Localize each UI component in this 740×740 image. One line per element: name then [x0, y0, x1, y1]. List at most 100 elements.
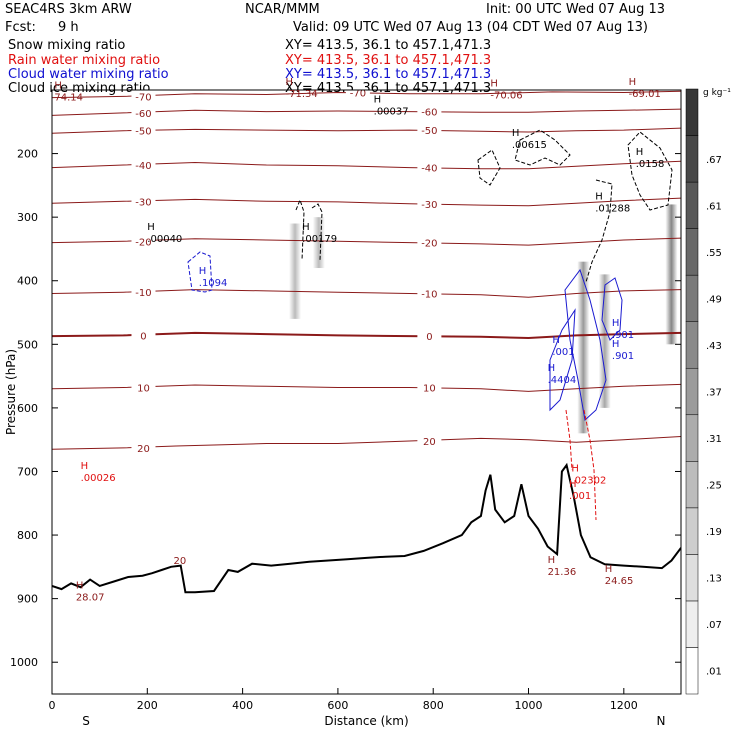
snow-contour [295, 198, 323, 261]
annotation-value: .4404 [548, 375, 577, 386]
snow-contour [585, 179, 613, 283]
colorbar-label: .07 [706, 620, 722, 631]
annotation-value: 20 [174, 556, 187, 567]
extremum-marker: H [552, 335, 560, 346]
ice-shading-column [665, 204, 678, 345]
colorbar-label: .31 [706, 434, 722, 445]
extremum-marker: H [636, 147, 644, 158]
isotherm-label: 20 [423, 437, 436, 448]
terrain-fill [52, 465, 681, 694]
colorbar-label: .37 [706, 388, 722, 399]
ice-shading-column [312, 217, 325, 269]
annotation-value: 24.65 [605, 576, 634, 587]
isotherm-label-bg [417, 105, 442, 117]
colorbar-swatch [685, 647, 699, 695]
colorbar-label: .61 [706, 201, 722, 212]
isotherm--20 [52, 237, 681, 246]
ice-shading-column [598, 274, 611, 408]
x-tick-label: 800 [423, 699, 444, 712]
extremum-marker: H [548, 555, 556, 566]
colorbar-label: .49 [706, 294, 722, 305]
terrain-layer [52, 462, 681, 694]
isotherm-label: 0 [140, 331, 146, 342]
extremum-marker: H [571, 464, 579, 475]
terrain-line [52, 462, 681, 594]
isotherm-label-bg [131, 381, 156, 393]
field-snow-xy: XY= 413.5, 36.1 to 457.1,471.3 [285, 38, 492, 53]
isotherm-label: -70 [350, 89, 366, 100]
isotherm-label-bg [417, 161, 442, 173]
colorbar-label: .43 [706, 341, 722, 352]
extremum-marker: H [199, 266, 207, 277]
isotherm-label-bg [417, 124, 442, 136]
cloud-contour [601, 277, 623, 341]
ice-shading-column [289, 223, 302, 319]
snow-contour [627, 131, 673, 211]
x-tick-label: 400 [232, 699, 253, 712]
annotation-value: .901 [612, 330, 634, 341]
annotation-value: .00179 [302, 234, 337, 245]
field-snow-name: Snow mixing ratio [8, 38, 126, 53]
field-cloudwater-name: Cloud water mixing ratio [8, 67, 169, 82]
extremum-marker: H [595, 192, 603, 203]
annotation-value: .0158 [636, 159, 665, 170]
fcst-value: 9 h [58, 20, 79, 35]
extremum-marker: H [374, 94, 382, 105]
isotherm-label: 0 [426, 332, 432, 343]
isotherm-label: -60 [135, 109, 151, 120]
isotherm-label-bg [131, 159, 156, 171]
isotherm-label: -60 [421, 108, 437, 119]
cloud-contour [187, 251, 213, 293]
plot-frame [51, 89, 682, 695]
isotherm-label: 20 [137, 444, 150, 455]
colorbar-swatch [685, 367, 699, 416]
y-tick-label: 400 [17, 275, 38, 288]
colorbar-unit: g kg⁻¹ [703, 88, 731, 98]
y-axis-label: Pressure (hPa) [4, 349, 18, 435]
temperature-contours: -70 -70 -60 -60 -50 -50 -40 -40 -30 -30 -20 -20 -10 -… [52, 89, 681, 455]
isotherm-label-bg [131, 441, 156, 453]
isotherm-label: -40 [135, 161, 151, 172]
colorbar-label: .55 [706, 248, 722, 259]
cloud-contour [564, 268, 607, 421]
isotherm-label-bg [131, 235, 156, 247]
y-tick-label: 1000 [10, 656, 38, 669]
isotherm--30 [52, 197, 681, 207]
field-rain-xy: XY= 413.5, 36.1 to 457.1,471.3 [285, 53, 492, 68]
x-tick-label: 1200 [610, 699, 638, 712]
x-tick-label: 1000 [515, 699, 543, 712]
isotherm-label: 10 [137, 384, 150, 395]
extremum-marker: H [76, 581, 84, 592]
annotation-value: .1094 [199, 278, 228, 289]
isotherm-label: -10 [421, 289, 437, 300]
extremum-marker: H [147, 222, 155, 233]
x-end-label-south: S [82, 714, 90, 728]
isotherm-label-bg [417, 287, 442, 299]
y-tick-label: 500 [17, 338, 38, 351]
isotherm--60 [52, 108, 681, 116]
plot-labels: H74.14H-71.34H-70.06H-69.01H.00037H.0061… [54, 77, 664, 604]
isotherm-label: -70 [135, 92, 151, 103]
isotherm-10 [52, 383, 681, 392]
annotation-value: .901 [612, 351, 634, 362]
isotherm--10 [52, 289, 681, 298]
isotherm-label-bg [417, 434, 442, 446]
isotherm--70 [52, 90, 681, 99]
y-tick-label: 200 [17, 148, 38, 161]
annotation-value: .001 [569, 491, 591, 502]
annotation-value: .00037 [374, 106, 409, 117]
isotherm-label-bg [131, 124, 156, 136]
ice-shading-layer [289, 204, 678, 434]
isotherm-label-bg [131, 286, 156, 298]
isotherm-label-bg [417, 197, 442, 209]
isotherm-label: -30 [135, 197, 151, 208]
y-tick-label: 600 [17, 402, 38, 415]
extremum-marker: H [490, 78, 498, 89]
model-title: SEAC4RS 3km ARW [5, 2, 132, 17]
isotherm-label-bg [131, 195, 156, 207]
colorbar-swatch [685, 321, 699, 369]
isotherm-label-bg [131, 106, 156, 118]
extremum-marker: H [612, 339, 620, 350]
isotherm-label: -40 [421, 164, 437, 175]
